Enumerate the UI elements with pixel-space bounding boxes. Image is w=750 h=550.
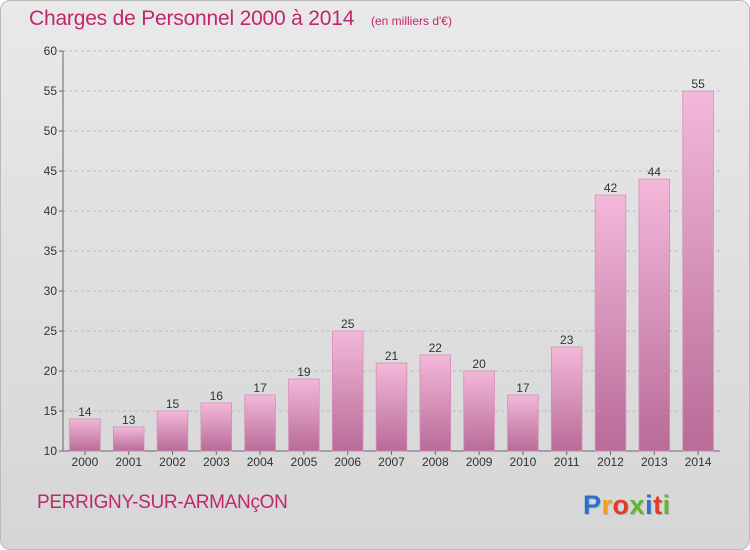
- proxiti-logo: Proxiti: [583, 490, 671, 521]
- bar-value-label: 17: [516, 381, 530, 395]
- y-tick-label: 15: [44, 404, 58, 418]
- y-tick-label: 40: [44, 204, 58, 218]
- y-tick-label: 50: [44, 124, 58, 138]
- x-tick-label: 2001: [115, 455, 142, 469]
- y-tick-label: 55: [44, 84, 58, 98]
- x-tick-label: 2014: [685, 455, 712, 469]
- x-tick-label: 2005: [291, 455, 318, 469]
- bar: [419, 354, 452, 452]
- bar: [331, 330, 364, 452]
- brand-letter: o: [612, 490, 630, 520]
- bar: [507, 394, 539, 452]
- bar-value-label: 16: [210, 389, 224, 403]
- x-tick-label: 2013: [641, 455, 668, 469]
- y-tick-label: 60: [44, 44, 58, 58]
- y-tick-label: 45: [44, 164, 58, 178]
- bar-value-label: 19: [297, 365, 311, 379]
- x-tick-label: 2008: [422, 455, 449, 469]
- bar: [156, 410, 189, 452]
- brand-letter: P: [583, 490, 602, 520]
- bar: [682, 90, 714, 452]
- y-tick-label: 25: [44, 324, 58, 338]
- brand-letter: i: [662, 490, 671, 520]
- bar: [69, 418, 101, 452]
- x-tick-label: 2010: [510, 455, 537, 469]
- bar-value-label: 20: [472, 357, 486, 371]
- bar: [288, 378, 320, 452]
- x-tick-label: 2009: [466, 455, 493, 469]
- bar-value-label: 25: [341, 317, 355, 331]
- bar-value-label: 55: [691, 77, 705, 91]
- bar: [244, 394, 276, 452]
- brand-letter: x: [629, 490, 646, 520]
- bar-value-label: 13: [122, 413, 136, 427]
- x-tick-label: 2003: [203, 455, 230, 469]
- bars: [69, 90, 714, 452]
- x-tick-label: 2011: [554, 455, 580, 469]
- x-tick-label: 2012: [597, 455, 624, 469]
- chart-title: Charges de Personnel 2000 à 2014: [29, 7, 355, 30]
- bar-value-label: 15: [166, 397, 180, 411]
- bar: [112, 426, 145, 452]
- chart-subtitle: (en milliers d'€): [371, 14, 452, 28]
- brand-letter: i: [645, 490, 654, 520]
- bar-value-label: 22: [429, 341, 443, 355]
- value-labels: 14 13 15 16 17 19 25 21 22 20 17 23 42 44 55: [78, 77, 705, 427]
- x-tick-label: 2007: [378, 455, 405, 469]
- bar-value-label: 14: [78, 405, 92, 419]
- bar: [375, 362, 408, 452]
- x-tick-label: 2006: [334, 455, 361, 469]
- y-tick-label: 30: [44, 284, 58, 298]
- brand-letter: r: [601, 490, 613, 520]
- x-tick-label: 2004: [247, 455, 274, 469]
- y-tick-label: 10: [44, 444, 58, 458]
- bar: [638, 178, 671, 452]
- bar-value-label: 42: [604, 181, 618, 195]
- bar: [200, 402, 233, 452]
- bar-value-label: 17: [253, 381, 267, 395]
- bar-value-label: 21: [385, 349, 399, 363]
- bar: [463, 370, 495, 452]
- y-tick-label: 20: [44, 364, 58, 378]
- brand-letter: t: [653, 490, 663, 520]
- bar-value-label: 23: [560, 333, 574, 347]
- y-tick-label: 35: [44, 244, 58, 258]
- x-tick-label: 2000: [72, 455, 99, 469]
- bar: [550, 346, 583, 452]
- x-tick-label: 2002: [159, 455, 186, 469]
- bar-value-label: 44: [648, 165, 662, 179]
- bar: [594, 194, 627, 452]
- commune-name: PERRIGNY-SUR-ARMANçON: [37, 492, 288, 513]
